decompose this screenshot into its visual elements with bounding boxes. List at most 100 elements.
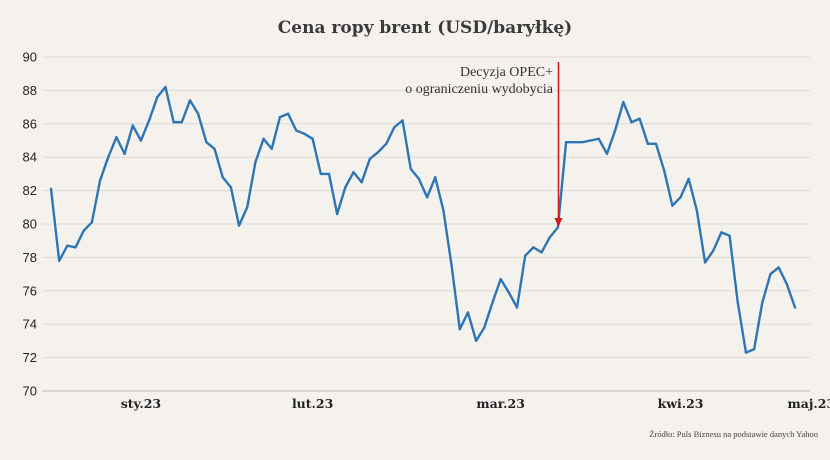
data-point xyxy=(278,115,282,119)
data-point xyxy=(613,129,617,132)
data-point xyxy=(712,249,715,252)
data-point xyxy=(777,266,780,269)
annotation-text-line: o ograniczeniu wydobycia xyxy=(405,82,554,97)
data-point xyxy=(761,301,764,304)
data-point xyxy=(180,120,184,124)
data-point xyxy=(605,152,609,156)
series-layer xyxy=(49,85,797,354)
data-point xyxy=(393,125,396,129)
data-point xyxy=(82,229,85,232)
data-point xyxy=(147,119,151,122)
source-note: Źródło: Puls Biznesu na podstawie danych… xyxy=(649,429,818,439)
x-tick-label: maj.23 xyxy=(788,396,830,411)
data-point xyxy=(515,306,519,309)
data-point xyxy=(458,328,461,331)
annotation-arrow-head xyxy=(554,218,563,227)
data-point xyxy=(90,221,94,224)
data-point xyxy=(196,112,200,115)
data-point xyxy=(491,301,494,304)
y-tick-label: 88 xyxy=(23,83,37,98)
data-point xyxy=(295,129,298,132)
data-point xyxy=(115,135,118,139)
data-point xyxy=(744,351,748,354)
data-point xyxy=(311,137,314,141)
data-point xyxy=(425,196,429,199)
y-tick-label: 76 xyxy=(23,283,37,298)
data-point xyxy=(442,209,445,212)
data-point xyxy=(597,137,600,141)
data-point xyxy=(581,140,584,144)
data-point xyxy=(736,301,739,304)
data-point xyxy=(385,142,388,146)
data-point xyxy=(327,172,331,176)
data-point xyxy=(499,277,502,281)
data-point xyxy=(319,172,323,176)
y-tick-label: 84 xyxy=(23,150,37,165)
data-point xyxy=(98,179,102,182)
y-tick-label: 72 xyxy=(23,350,37,365)
data-point xyxy=(752,348,756,351)
data-point xyxy=(564,140,568,144)
x-tick-label: sty.23 xyxy=(121,396,161,411)
data-point xyxy=(66,244,69,247)
data-point xyxy=(286,112,290,115)
annotation-text-line: Decyzja OPEC+ xyxy=(460,65,553,80)
chart-title: Cena ropy brent (USD/baryłkę) xyxy=(277,18,573,38)
data-point xyxy=(671,204,674,207)
data-point xyxy=(303,132,306,136)
y-tick-label: 80 xyxy=(23,217,37,232)
data-point xyxy=(687,177,690,181)
data-point xyxy=(74,246,77,249)
data-point xyxy=(679,196,682,199)
y-tick-label: 70 xyxy=(23,384,37,399)
y-tick-label: 90 xyxy=(23,50,37,65)
data-point xyxy=(401,119,404,122)
y-tick-label: 86 xyxy=(23,116,37,131)
data-point xyxy=(139,139,143,142)
data-point xyxy=(507,291,511,294)
y-tick-label: 74 xyxy=(23,317,37,332)
data-point xyxy=(246,206,249,209)
data-point xyxy=(474,339,478,343)
gridlines xyxy=(42,56,810,392)
data-point xyxy=(548,236,551,239)
data-point xyxy=(57,259,61,262)
x-tick-label: lut.23 xyxy=(292,396,333,411)
brent-price-line xyxy=(49,85,797,354)
data-point xyxy=(769,272,772,276)
data-point xyxy=(237,224,241,227)
x-tick-label: kwi.23 xyxy=(658,396,704,411)
data-point xyxy=(156,95,159,99)
data-point xyxy=(450,264,453,267)
data-point xyxy=(188,99,192,102)
data-point xyxy=(344,186,347,189)
data-point xyxy=(695,209,699,212)
y-axis-ticks: 70 72 74 76 78 80 82 84 86 88 90 xyxy=(23,50,37,399)
data-point xyxy=(703,261,707,264)
data-point xyxy=(654,142,658,146)
data-point xyxy=(638,117,641,120)
data-point xyxy=(123,152,126,156)
data-point xyxy=(270,147,273,151)
data-point xyxy=(662,169,666,172)
data-point xyxy=(360,181,363,184)
data-point xyxy=(785,282,789,286)
data-point xyxy=(466,311,470,314)
data-point xyxy=(556,226,560,229)
data-point xyxy=(131,124,134,127)
data-point xyxy=(376,150,380,154)
data-point xyxy=(254,161,257,164)
data-point xyxy=(589,139,592,142)
data-point xyxy=(107,156,110,159)
data-point xyxy=(262,137,265,141)
data-point xyxy=(532,246,535,249)
data-point xyxy=(164,85,167,89)
data-point xyxy=(368,157,372,161)
data-point xyxy=(409,167,412,171)
data-point xyxy=(335,212,339,216)
data-point xyxy=(434,176,437,179)
annotation: Decyzja OPEC+ o ograniczeniu wydobycia xyxy=(405,62,563,227)
data-point xyxy=(229,186,233,189)
data-point xyxy=(523,254,527,257)
